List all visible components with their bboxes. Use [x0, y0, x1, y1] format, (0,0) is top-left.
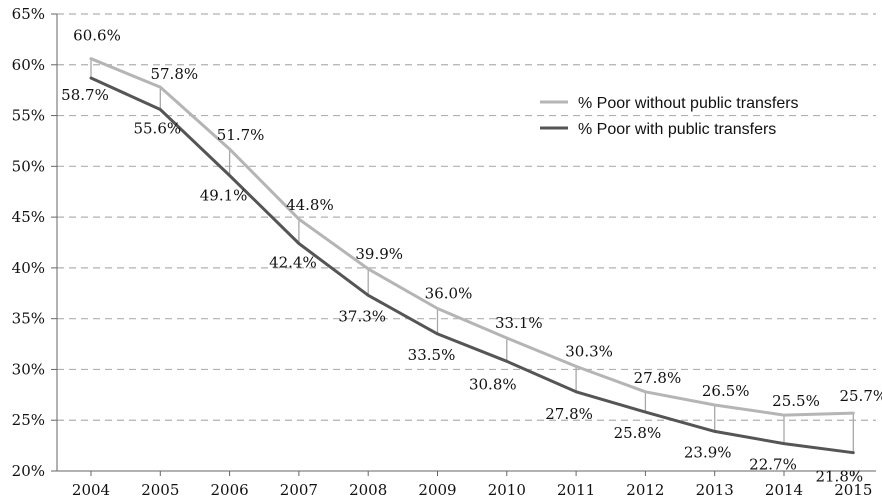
data-label-with-transfers: 27.8% — [545, 405, 593, 423]
data-label-without-transfers: 57.8% — [150, 65, 198, 83]
data-label-with-transfers: 30.8% — [469, 375, 517, 393]
x-tick-label: 2013 — [696, 481, 734, 499]
data-label-with-transfers: 25.8% — [614, 424, 662, 442]
y-axis-ticks: 20% 25% 30% 35% 40% 45% 50% 55% 60% 65% — [12, 5, 45, 480]
x-tick-label: 2004 — [72, 481, 110, 499]
y-tick-label: 35% — [12, 310, 45, 328]
data-label-without-transfers: 25.5% — [772, 392, 820, 410]
x-tick-label: 2005 — [141, 481, 179, 499]
data-label-with-transfers: 33.5% — [408, 346, 456, 364]
series-lines — [89, 57, 855, 455]
y-tick-label: 65% — [12, 5, 45, 23]
data-label-with-transfers: 42.4% — [269, 254, 317, 272]
legend-label: % Poor without public transfers — [578, 95, 799, 112]
x-tick-label: 2015 — [834, 481, 872, 499]
gap-connectors — [90, 58, 854, 453]
data-label-with-transfers: 21.8% — [815, 468, 863, 486]
data-label-with-transfers: 58.7% — [61, 86, 109, 104]
y-tick-label: 25% — [12, 411, 45, 429]
x-tick-label: 2007 — [280, 481, 318, 499]
y-tick-label: 55% — [12, 107, 45, 125]
x-tick-label: 2009 — [418, 481, 456, 499]
x-tick-label: 2010 — [488, 481, 526, 499]
x-tick-label: 2006 — [211, 481, 249, 499]
data-label-without-transfers: 60.6% — [73, 27, 121, 45]
data-label-without-transfers: 39.9% — [355, 245, 403, 263]
series-line-without-transfers — [89, 57, 855, 417]
x-tick-label: 2012 — [626, 481, 664, 499]
data-label-without-transfers: 33.1% — [495, 314, 543, 332]
data-label-without-transfers: 51.7% — [217, 126, 265, 144]
data-label-without-transfers: 30.3% — [565, 342, 613, 360]
data-label-without-transfers: 36.0% — [425, 285, 473, 303]
data-labels: 60.6% 57.8% 51.7% 44.8% 39.9% 36.0% 33.1% 30.3%… — [61, 27, 882, 486]
data-label-with-transfers: 23.9% — [684, 443, 732, 461]
data-label-without-transfers: 25.7% — [839, 387, 882, 405]
x-tick-label: 2014 — [765, 481, 803, 499]
x-tick-label: 2011 — [557, 481, 595, 499]
data-label-with-transfers: 37.3% — [338, 307, 386, 325]
y-tick-label: 30% — [12, 360, 45, 378]
y-tick-label: 20% — [12, 462, 45, 480]
data-label-without-transfers: 44.8% — [286, 196, 334, 214]
x-axis-ticks: 2004 2005 2006 2007 2008 2009 2010 2011 2012 2013… — [72, 481, 872, 499]
data-label-with-transfers: 22.7% — [749, 456, 797, 474]
y-tick-label: 60% — [12, 56, 45, 74]
data-label-with-transfers: 49.1% — [200, 186, 248, 204]
data-label-without-transfers: 27.8% — [634, 369, 682, 387]
x-tick-label: 2008 — [349, 481, 387, 499]
legend: % Poor without public transfers % Poor wi… — [540, 95, 799, 138]
axes — [51, 13, 876, 476]
y-tick-label: 40% — [12, 259, 45, 277]
series-line-with-transfers — [89, 76, 855, 455]
y-tick-label: 50% — [12, 157, 45, 175]
data-label-without-transfers: 26.5% — [702, 382, 750, 400]
data-label-with-transfers: 55.6% — [133, 119, 181, 137]
legend-label: % Poor with public transfers — [578, 121, 776, 138]
y-tick-label: 45% — [12, 208, 45, 226]
